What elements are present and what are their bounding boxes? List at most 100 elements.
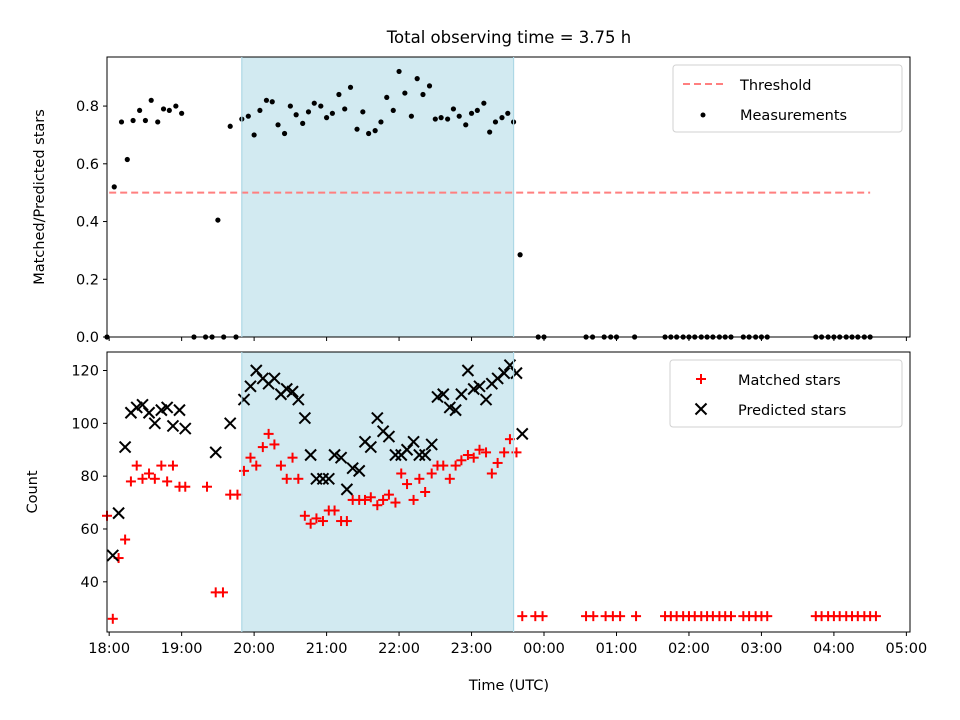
matched-star-marker — [217, 587, 228, 598]
measurement-point — [287, 103, 293, 109]
y-tick-label: 40 — [81, 575, 99, 591]
matched-star-marker — [414, 473, 425, 484]
measurement-point — [492, 119, 499, 125]
observing-window-shade-bottom — [241, 352, 514, 632]
top-legend-box — [672, 64, 903, 133]
legend-threshold-label: Threshold — [739, 78, 811, 94]
matched-star-marker — [762, 611, 773, 622]
measurement-point — [432, 116, 438, 122]
predicted-star-marker — [371, 411, 384, 425]
y-tick-label: 0.6 — [76, 157, 99, 173]
predicted-star-marker — [694, 402, 708, 416]
y-tick-label: 100 — [71, 416, 99, 432]
matched-star-marker — [257, 442, 268, 453]
y-tick-label: 60 — [81, 522, 99, 538]
matched-star-marker — [420, 487, 431, 497]
measurement-point — [505, 110, 511, 116]
bottom-x-ticks: 18:00 19:00 20:00 21:00 22:00 23:00 00:00 01:00… — [88, 632, 927, 657]
measurement-point — [318, 103, 324, 109]
matched-star-marker — [426, 468, 437, 479]
predicted-star-marker — [455, 388, 468, 401]
predicted-star-marker — [268, 372, 281, 385]
matched-star-marker — [107, 613, 118, 624]
matched-star-marker — [615, 611, 626, 622]
legend-predicted-swatch — [694, 402, 708, 416]
measurement-point — [445, 116, 451, 122]
matched-star-marker — [378, 494, 389, 505]
matched-star-marker — [156, 460, 167, 471]
predicted-star-marker — [166, 419, 180, 433]
measurement-point — [281, 130, 288, 137]
matched-star-marker — [588, 611, 599, 622]
measurement-point — [499, 115, 505, 121]
y-tick-label: 0.2 — [76, 272, 99, 288]
measurement-point — [142, 117, 149, 124]
matched-star-marker — [269, 439, 280, 450]
predicted-star-marker — [237, 393, 251, 406]
measurement-point — [173, 103, 179, 109]
top-y-ticks: 0.0 0.2 0.4 0.6 0.8 — [76, 99, 107, 346]
measurement-point — [390, 107, 396, 114]
top-x-ticks — [108, 337, 907, 341]
measurement-point — [111, 184, 117, 190]
matched-star-marker — [281, 473, 292, 484]
y-tick-label: 120 — [71, 363, 99, 379]
matched-star-marker — [329, 505, 340, 516]
x-tick-label: 03:00 — [741, 641, 783, 657]
matched-star-marker — [232, 489, 243, 500]
measurement-point — [160, 106, 167, 112]
x-tick-label: 02:00 — [668, 641, 710, 657]
matched-star-marker — [341, 516, 352, 527]
predicted-star-marker — [298, 411, 312, 425]
matched-star-marker — [162, 476, 173, 487]
predicted-star-marker — [382, 430, 396, 443]
predicted-star-marker — [160, 401, 174, 414]
predicted-star-marker — [425, 438, 438, 451]
predicted-star-marker — [346, 462, 359, 475]
measurement-point — [474, 107, 480, 114]
predicted-star-marker — [148, 417, 162, 430]
matched-star-marker — [251, 460, 262, 471]
predicted-star-marker — [413, 448, 426, 462]
x-tick-label: 23:00 — [451, 641, 493, 657]
matched-star-marker — [870, 611, 881, 622]
measurement-point — [336, 91, 342, 98]
predicted-star-marker — [106, 549, 120, 562]
predicted-star-marker — [389, 448, 402, 462]
x-tick-label: 20:00 — [233, 641, 275, 657]
predicted-star-marker — [286, 385, 299, 398]
matched-star-marker — [450, 460, 461, 471]
measurement-point — [450, 106, 457, 112]
measurement-point — [402, 90, 408, 96]
predicted-star-marker — [340, 483, 354, 496]
measurement-point — [342, 106, 348, 112]
x-tick-label: 18:00 — [88, 641, 130, 657]
matched-star-marker — [275, 460, 286, 471]
predicted-star-marker — [142, 406, 156, 419]
predicted-star-marker — [118, 440, 132, 454]
measurement-point — [251, 132, 257, 138]
predicted-star-marker — [173, 403, 186, 417]
matched-star-marker — [696, 374, 706, 384]
matched-star-marker — [408, 494, 419, 505]
matched-star-marker — [202, 481, 213, 492]
matched-star-marker — [125, 476, 136, 487]
x-tick-label: 00:00 — [523, 641, 565, 657]
matched-star-marker — [167, 460, 178, 471]
matched-star-marker — [238, 465, 249, 476]
measurement-point — [227, 123, 233, 129]
matched-star-marker — [317, 516, 328, 527]
predicted-star-marker — [112, 506, 125, 520]
x-tick-label: 04:00 — [813, 641, 855, 657]
legend-matched-label: Matched stars — [738, 373, 841, 389]
matched-star-marker — [537, 611, 548, 622]
matched-star-marker — [180, 481, 191, 492]
predicted-star-marker — [473, 380, 486, 393]
measurement-point — [372, 128, 378, 134]
ratio-panel: 0.00.20.40.60.8 Matched/Predicted stars … — [32, 56, 911, 346]
measurement-point — [130, 117, 136, 124]
observing-window-shade — [241, 57, 514, 337]
predicted-star-marker — [497, 366, 511, 380]
matched-star-marker — [725, 611, 736, 622]
bottom-y-axis-label: Count — [25, 470, 41, 513]
